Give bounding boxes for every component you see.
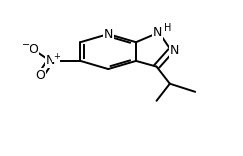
Text: O: O (28, 43, 38, 56)
Text: +: + (53, 52, 60, 61)
Text: H: H (165, 23, 172, 33)
Text: −: − (22, 40, 30, 50)
Text: N: N (170, 44, 179, 57)
Text: N: N (45, 54, 55, 67)
Text: O: O (36, 69, 45, 82)
Text: N: N (153, 26, 162, 39)
Text: N: N (104, 28, 113, 41)
